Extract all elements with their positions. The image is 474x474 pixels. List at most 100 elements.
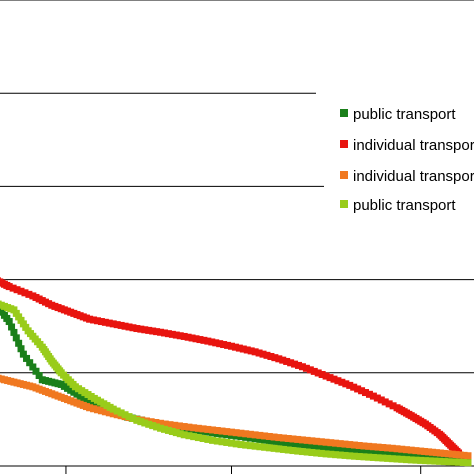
data-point bbox=[379, 450, 387, 458]
data-point bbox=[161, 420, 169, 428]
data-point bbox=[117, 321, 125, 329]
data-point bbox=[129, 324, 137, 332]
data-point bbox=[29, 363, 37, 371]
data-point bbox=[393, 451, 401, 459]
data-point bbox=[354, 385, 362, 393]
data-point bbox=[336, 451, 344, 459]
data-point bbox=[284, 446, 292, 454]
data-point bbox=[407, 452, 415, 460]
data-point bbox=[86, 315, 94, 323]
data-point bbox=[275, 438, 283, 446]
data-point bbox=[388, 455, 396, 463]
data-point bbox=[204, 337, 212, 345]
data-point bbox=[19, 350, 27, 358]
data-point bbox=[313, 449, 321, 457]
data-point bbox=[113, 321, 121, 329]
data-point bbox=[412, 453, 420, 461]
data-point bbox=[256, 443, 264, 451]
data-point bbox=[342, 380, 350, 388]
data-point bbox=[398, 445, 406, 453]
data-point bbox=[109, 320, 117, 328]
data-point bbox=[113, 411, 121, 419]
data-point bbox=[440, 449, 448, 457]
data-point bbox=[310, 367, 318, 375]
data-point bbox=[26, 359, 34, 367]
data-point bbox=[355, 447, 363, 455]
data-point bbox=[228, 428, 235, 436]
data-point bbox=[388, 451, 396, 459]
data-point bbox=[306, 366, 314, 374]
data-point bbox=[199, 435, 207, 443]
data-point bbox=[303, 441, 311, 449]
data-point bbox=[145, 420, 153, 428]
data-point bbox=[355, 441, 363, 449]
data-point bbox=[332, 451, 340, 459]
data-point bbox=[213, 427, 221, 435]
data-point bbox=[369, 392, 377, 400]
data-point bbox=[9, 284, 17, 292]
data-point bbox=[317, 438, 325, 446]
data-point bbox=[196, 336, 204, 344]
data-point bbox=[263, 351, 271, 359]
data-point bbox=[313, 442, 321, 450]
data-point bbox=[109, 410, 117, 418]
data-point bbox=[129, 414, 137, 422]
series-3 bbox=[0, 374, 472, 460]
data-point bbox=[172, 331, 180, 339]
series-2 bbox=[0, 277, 463, 457]
data-point bbox=[149, 327, 157, 335]
data-point bbox=[17, 345, 25, 353]
data-point bbox=[417, 453, 425, 461]
data-point bbox=[218, 438, 226, 446]
data-point bbox=[190, 433, 198, 441]
data-point bbox=[393, 445, 401, 453]
data-point bbox=[86, 404, 94, 412]
axes bbox=[0, 465, 474, 474]
data-point bbox=[318, 371, 326, 379]
data-point bbox=[336, 445, 344, 453]
data-point bbox=[270, 437, 278, 445]
data-point bbox=[287, 359, 295, 367]
data-point bbox=[93, 317, 101, 325]
data-point bbox=[180, 423, 188, 431]
data-point bbox=[101, 318, 109, 326]
data-point bbox=[460, 451, 468, 459]
data-point bbox=[445, 458, 453, 466]
series-4 bbox=[0, 300, 472, 467]
data-point bbox=[133, 325, 141, 333]
data-point bbox=[436, 449, 444, 457]
data-point bbox=[105, 409, 113, 417]
data-point bbox=[32, 367, 40, 375]
data-point bbox=[121, 322, 129, 330]
data-point bbox=[365, 390, 373, 398]
data-point bbox=[242, 433, 250, 441]
data-point bbox=[384, 454, 392, 462]
data-point bbox=[317, 449, 325, 457]
data-point bbox=[432, 449, 440, 457]
data-point bbox=[407, 446, 415, 454]
data-point bbox=[168, 330, 176, 338]
data-point bbox=[168, 428, 176, 436]
data-point bbox=[231, 343, 239, 351]
data-point bbox=[456, 451, 464, 459]
legend-label-1: public transport bbox=[353, 106, 456, 123]
data-point bbox=[284, 435, 292, 443]
legend-swatch-3 bbox=[340, 171, 348, 179]
data-point bbox=[341, 440, 349, 448]
data-point bbox=[326, 374, 334, 382]
data-point bbox=[455, 458, 463, 466]
data-point bbox=[97, 318, 105, 326]
data-point bbox=[283, 357, 291, 365]
data-point bbox=[256, 431, 264, 439]
legend-label-3: individual transport bbox=[353, 168, 474, 185]
data-point bbox=[412, 456, 420, 464]
data-point bbox=[303, 448, 311, 456]
data-point bbox=[417, 456, 425, 464]
data-point bbox=[322, 450, 330, 458]
data-point bbox=[429, 448, 437, 456]
data-point bbox=[298, 436, 306, 444]
data-point bbox=[246, 434, 254, 442]
data-point bbox=[341, 451, 349, 459]
data-point bbox=[322, 443, 330, 451]
data-point bbox=[275, 445, 283, 453]
